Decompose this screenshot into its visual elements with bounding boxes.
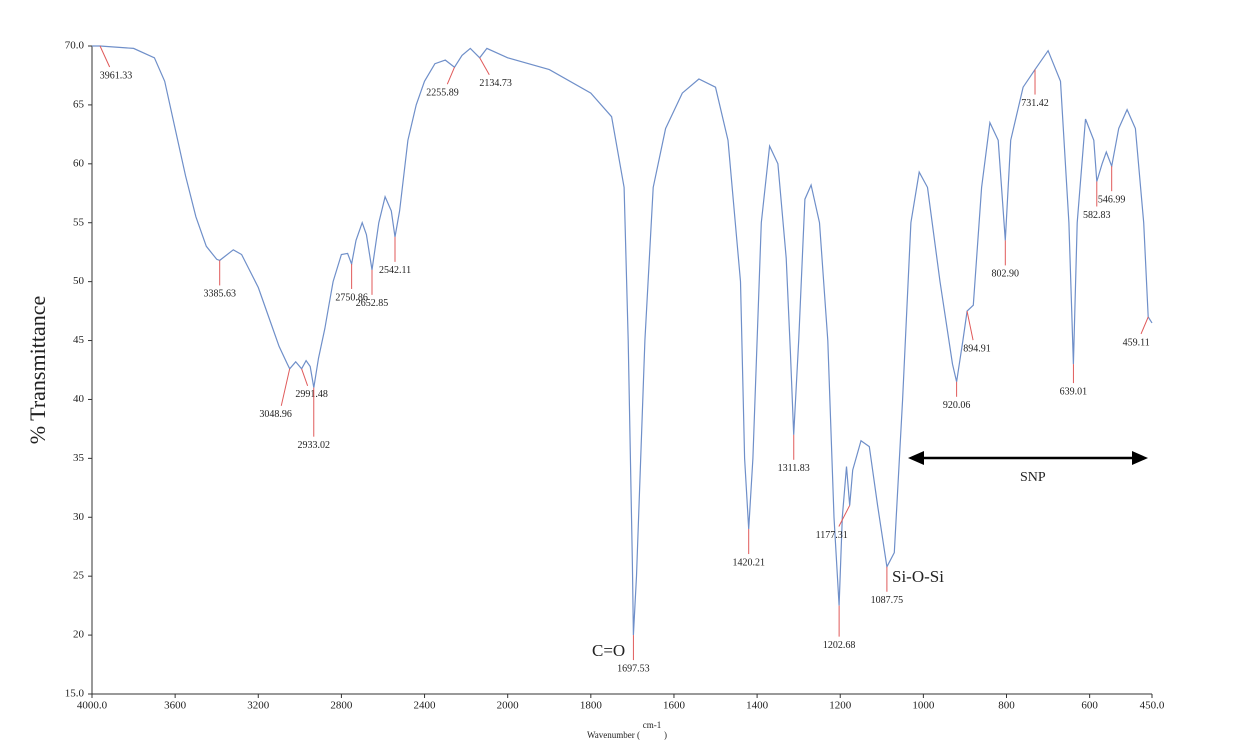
peak-label: 3048.96 (259, 409, 292, 420)
x-tick-label: 1400 (746, 700, 769, 712)
peak-label: 2134.73 (479, 78, 512, 89)
x-tick-label: 1200 (829, 700, 852, 712)
x-tick-label: 600 (1081, 700, 1098, 712)
y-tick-label: 45 (73, 334, 85, 346)
peak-label: 582.83 (1083, 210, 1111, 221)
peak-marker (966, 310, 974, 341)
y-tick-label: 20 (73, 629, 85, 641)
y-axis-label: % Transmittance (25, 296, 50, 445)
x-tick-label: 4000.0 (77, 700, 108, 712)
peak-label: 639.01 (1060, 386, 1088, 397)
peak-label: 2652.85 (356, 298, 389, 309)
y-tick-label: 25 (73, 570, 85, 582)
x-tick-label: 800 (998, 700, 1015, 712)
peak-label: 1087.75 (871, 595, 904, 606)
y-tick-label: 55 (73, 216, 85, 228)
x-tick-label: 2400 (414, 700, 437, 712)
peak-marker (301, 368, 309, 386)
x-tick-label: 1000 (912, 700, 935, 712)
y-tick-label: 40 (73, 393, 85, 405)
y-tick-label: 60 (73, 157, 85, 169)
y-tick-label: 70.0 (65, 40, 85, 52)
peak-label: 920.06 (943, 400, 971, 411)
peak-label: 2542.11 (379, 265, 411, 276)
annotation: Si-O-Si (892, 567, 944, 586)
x-tick-label: 450.0 (1140, 700, 1165, 712)
annotation: SNP (1020, 470, 1046, 485)
y-tick-label: 35 (73, 452, 85, 464)
y-tick-label: 15.0 (65, 688, 85, 700)
peak-label: 1202.68 (823, 640, 856, 651)
peak-marker (1140, 316, 1149, 335)
y-tick-label: 50 (73, 275, 85, 287)
peak-label: 802.90 (992, 269, 1020, 280)
peak-label: 1177.31 (816, 530, 848, 541)
x-tick-label: 2800 (330, 700, 353, 712)
peak-label: 731.42 (1021, 98, 1049, 109)
peak-label: 459.11 (1123, 337, 1150, 348)
peak-label: 2750.86 (335, 292, 368, 303)
spectrum-line (92, 45, 1153, 636)
x-axis-label-close: ) (664, 730, 667, 740)
x-tick-label: 3600 (164, 700, 187, 712)
peak-label: 1311.83 (778, 463, 810, 474)
peak-label: 3961.33 (100, 70, 133, 81)
peak-marker (446, 67, 455, 85)
x-tick-label: 2000 (497, 700, 520, 712)
peak-marker (99, 45, 111, 68)
peak-marker (280, 368, 291, 406)
peak-label: 1420.21 (732, 557, 765, 568)
peak-label: 1697.53 (617, 663, 650, 674)
peak-label: 3385.63 (203, 289, 236, 300)
peak-label: 546.99 (1098, 194, 1126, 205)
arrow-head (1132, 451, 1148, 465)
x-axis-unit: cm-1 (643, 720, 662, 730)
annotation: C=O (592, 641, 625, 660)
peak-marker (479, 57, 490, 76)
peak-label: 2933.02 (298, 440, 331, 451)
peak-marker (838, 505, 851, 527)
y-tick-label: 65 (73, 98, 85, 110)
x-tick-label: 1600 (663, 700, 686, 712)
peak-label: 2991.48 (295, 389, 328, 400)
x-axis-label: Wavenumber ( (587, 730, 640, 740)
x-tick-label: 1800 (580, 700, 603, 712)
x-tick-label: 3200 (247, 700, 270, 712)
peak-label: 894.91 (963, 343, 991, 354)
arrow-head (908, 451, 924, 465)
snp-arrow (908, 451, 1148, 465)
peak-label: 2255.89 (426, 88, 459, 99)
y-tick-label: 30 (73, 511, 85, 523)
